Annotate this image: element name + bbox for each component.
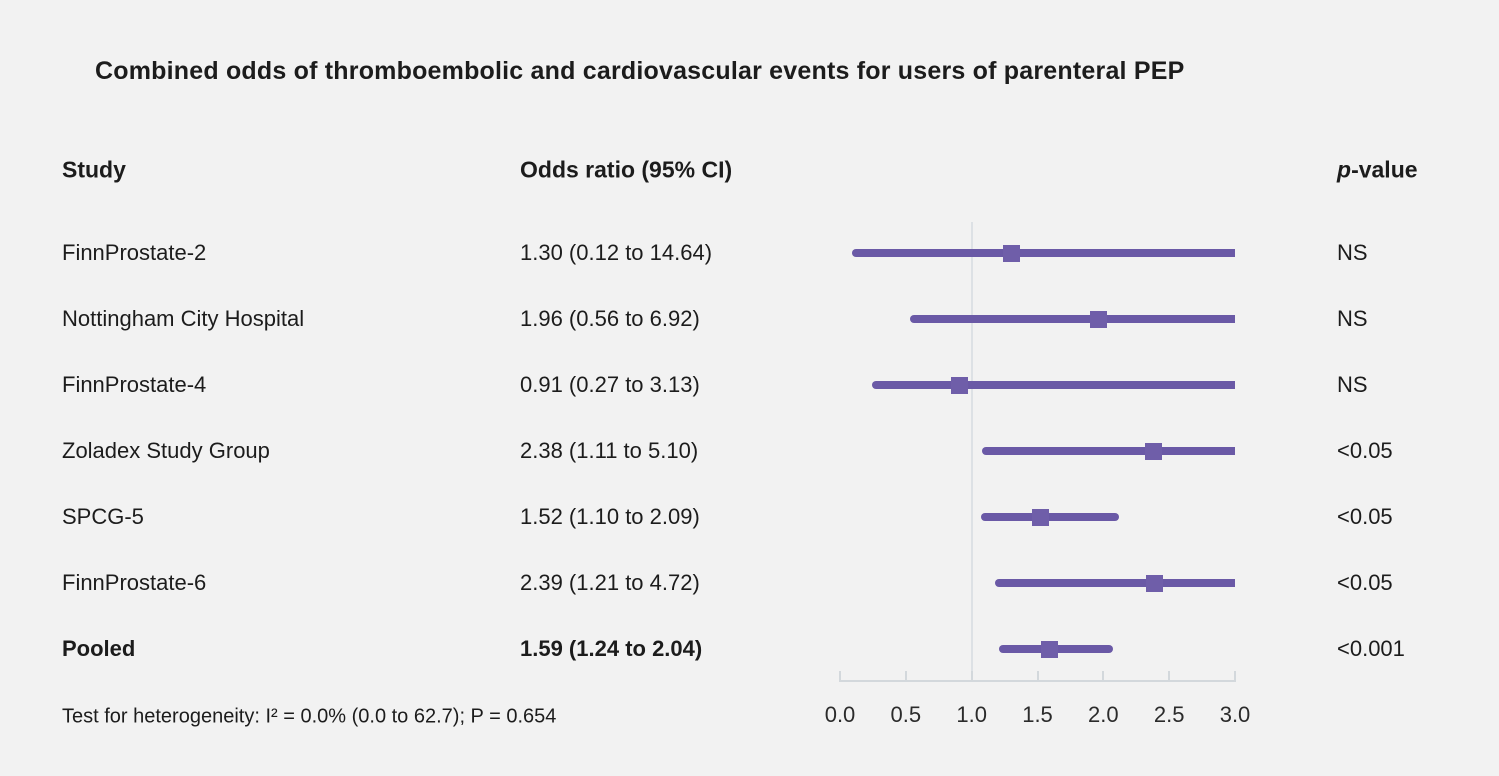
- x-axis-tick-label: 1.5: [1022, 702, 1053, 727]
- odds-ratio-value: 1.52 (1.10 to 2.09): [520, 504, 700, 529]
- x-axis-tick-label: 2.0: [1088, 702, 1119, 727]
- odds-ratio-value: 0.91 (0.27 to 3.13): [520, 372, 700, 397]
- column-header-odds-ratio: Odds ratio (95% CI): [520, 156, 733, 183]
- x-axis-tick: [904, 671, 907, 680]
- p-value-cell: <0.05: [1337, 438, 1393, 463]
- odds-ratio-value: 2.38 (1.11 to 5.10): [520, 438, 699, 463]
- x-axis-tick-label: 3.0: [1219, 702, 1251, 727]
- confidence-interval-line: [851, 249, 1235, 257]
- study-label: Nottingham City Hospital: [62, 306, 305, 331]
- x-axis-line: [839, 680, 1236, 682]
- heterogeneity-note: Test for heterogeneity: I² = 0.0% (0.0 t…: [62, 705, 557, 728]
- confidence-interval-line: [982, 447, 1235, 455]
- study-label: SPCG-5: [62, 504, 144, 529]
- x-axis-tick: [1168, 671, 1171, 680]
- x-axis-tick-label: 0.0: [824, 702, 856, 727]
- odds-ratio-value: 1.59 (1.24 to 2.04): [520, 636, 703, 661]
- odds-ratio-marker: [1002, 244, 1020, 262]
- study-label: Zoladex Study Group: [62, 438, 270, 463]
- odds-ratio-marker: [1144, 442, 1162, 460]
- column-header-p-value: p-value: [1337, 157, 1418, 184]
- p-value-rest: -value: [1351, 156, 1418, 183]
- x-axis-tick: [1234, 671, 1236, 680]
- study-label: Pooled: [62, 636, 136, 661]
- p-italic-letter: p: [1337, 156, 1352, 183]
- p-value-cell: <0.05: [1337, 504, 1393, 529]
- odds-ratio-marker: [1089, 310, 1107, 328]
- odds-ratio-marker: [1146, 574, 1164, 592]
- x-axis-tick: [970, 671, 973, 680]
- x-axis-tick-label: 1.0: [956, 702, 987, 727]
- confidence-interval-line: [871, 381, 1235, 389]
- p-value-cell: NS: [1337, 306, 1368, 331]
- odds-ratio-marker: [951, 376, 969, 394]
- odds-ratio-value: 1.30 (0.12 to 14.64): [520, 240, 713, 265]
- confidence-interval-line: [980, 513, 1120, 521]
- x-axis-tick: [1102, 671, 1105, 680]
- x-axis-tick-label: 2.5: [1153, 702, 1185, 727]
- study-label: FinnProstate-4: [62, 372, 207, 397]
- odds-ratio-value: 2.39 (1.21 to 4.72): [520, 570, 700, 595]
- reference-line: [970, 222, 973, 682]
- confidence-interval-line: [995, 579, 1235, 587]
- p-value-cell: NS: [1337, 372, 1368, 397]
- p-value-cell: <0.001: [1337, 636, 1405, 661]
- odds-ratio-value: 1.96 (0.56 to 6.92): [520, 306, 700, 331]
- study-label: FinnProstate-2: [62, 240, 207, 265]
- column-header-study: Study: [62, 156, 126, 183]
- study-label: FinnProstate-6: [62, 570, 207, 595]
- x-axis-tick: [839, 671, 841, 680]
- p-value-cell: <0.05: [1337, 570, 1393, 595]
- p-value-cell: NS: [1337, 240, 1368, 265]
- odds-ratio-marker: [1031, 508, 1049, 526]
- odds-ratio-marker: [1040, 640, 1058, 658]
- chart-title: Combined odds of thromboembolic and card…: [95, 57, 1185, 85]
- x-axis-tick: [1036, 671, 1039, 680]
- confidence-interval-line: [909, 315, 1235, 323]
- x-axis-tick-label: 0.5: [890, 702, 922, 727]
